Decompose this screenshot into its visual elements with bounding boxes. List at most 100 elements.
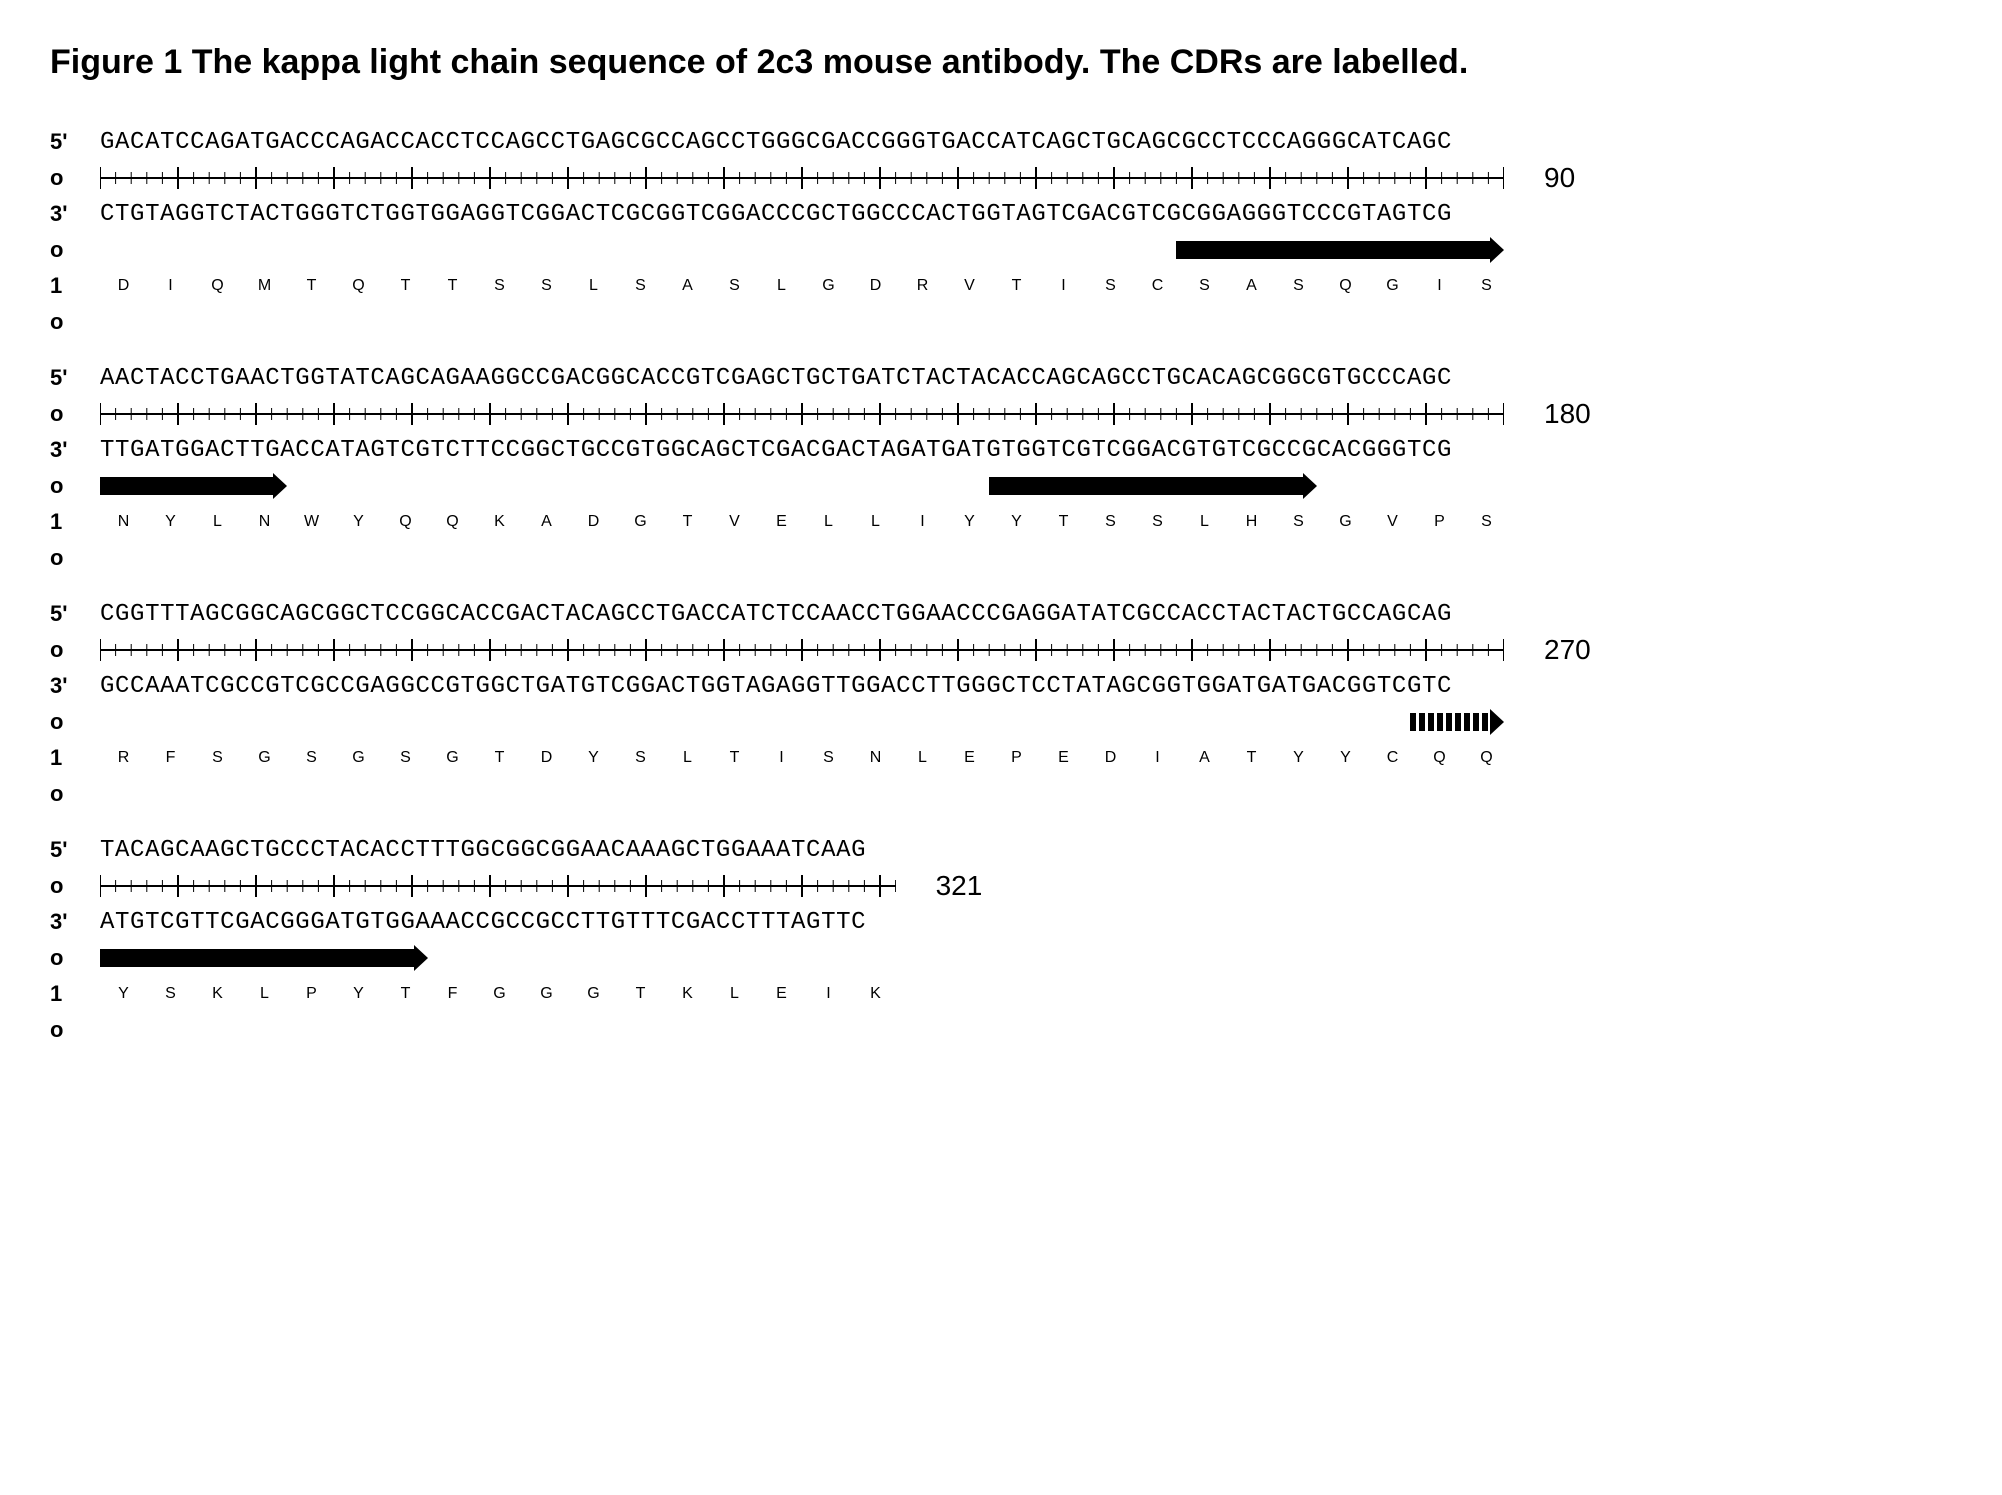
aa-residue: G (1322, 513, 1369, 531)
label-frame1: 1 (50, 509, 100, 535)
ruler-svg (100, 403, 1504, 425)
aa-residue: S (1087, 513, 1134, 531)
aa-residue: Q (1463, 749, 1510, 767)
sequence-block: 5'CGGTTTAGCGGCAGCGGCTCCGGCACCGACTACAGCCT… (50, 596, 1952, 812)
position-ruler (100, 875, 896, 897)
aa-residue: F (147, 749, 194, 767)
aa-residue: G (335, 749, 382, 767)
aa-residue: A (523, 513, 570, 531)
ruler-svg (100, 167, 1504, 189)
label-5prime: 5' (50, 601, 100, 627)
cdr-track (100, 235, 1504, 265)
label-o: o (50, 237, 100, 263)
aa-residue: D (100, 277, 147, 295)
aa-residue: T (993, 277, 1040, 295)
sequence-block: 5'AACTACCTGAACTGGTATCAGCAGAAGGCCGACGGCAC… (50, 360, 1952, 576)
position-ruler (100, 167, 1504, 189)
aa-residue: D (1087, 749, 1134, 767)
aa-residue: D (523, 749, 570, 767)
aa-residue: T (429, 277, 476, 295)
aa-residue: R (899, 277, 946, 295)
aa-residue: S (711, 277, 758, 295)
aa-residue: D (852, 277, 899, 295)
aa-residue: S (194, 749, 241, 767)
aa-residue: I (1040, 277, 1087, 295)
label-5prime: 5' (50, 129, 100, 155)
aa-residue: S (1134, 513, 1181, 531)
seq-3prime: TTGATGGACTTGACCATAGTCGTCTTCCGGCTGCCGTGGC… (100, 437, 1452, 464)
aa-residue: D (570, 513, 617, 531)
aa-residue: P (993, 749, 1040, 767)
seq-5prime: GACATCCAGATGACCCAGACCACCTCCAGCCTGAGCGCCA… (100, 129, 1452, 156)
aa-residue: S (1463, 277, 1510, 295)
aa-residue: C (1134, 277, 1181, 295)
aa-residue: S (805, 749, 852, 767)
aa-residue: Q (1416, 749, 1463, 767)
label-o: o (50, 401, 100, 427)
aa-sequence: YSKLPYTFGGGTKLEIK (100, 985, 899, 1003)
aa-residue: N (241, 513, 288, 531)
aa-residue: S (617, 749, 664, 767)
aa-residue: S (1181, 277, 1228, 295)
seq-5prime: AACTACCTGAACTGGTATCAGCAGAAGGCCGACGGCACCG… (100, 365, 1452, 392)
seq-3prime: GCCAAATCGCCGTCGCCGAGGCCGTGGCTGATGTCGGACT… (100, 673, 1452, 700)
label-3prime: 3' (50, 909, 100, 935)
aa-residue: S (476, 277, 523, 295)
aa-residue: Y (993, 513, 1040, 531)
aa-residue: H (1228, 513, 1275, 531)
aa-residue: K (194, 985, 241, 1003)
aa-residue: S (382, 749, 429, 767)
aa-residue: I (758, 749, 805, 767)
label-frame1: 1 (50, 981, 100, 1007)
sequence-block: 5'GACATCCAGATGACCCAGACCACCTCCAGCCTGAGCGC… (50, 124, 1952, 340)
aa-residue: G (476, 985, 523, 1003)
aa-residue: E (758, 513, 805, 531)
sequence-block: 5'TACAGCAAGCTGCCCTACACCTTTGGCGGCGGAACAAA… (50, 832, 1952, 1048)
aa-residue: S (1087, 277, 1134, 295)
aa-residue: Y (335, 985, 382, 1003)
aa-residue: T (288, 277, 335, 295)
aa-residue: N (100, 513, 147, 531)
cdr-track (100, 471, 1504, 501)
ruler-svg (100, 875, 896, 897)
end-position: 270 (1544, 634, 1591, 666)
aa-residue: G (429, 749, 476, 767)
aa-residue: A (664, 277, 711, 295)
label-3prime: 3' (50, 201, 100, 227)
aa-residue: S (288, 749, 335, 767)
aa-residue: P (288, 985, 335, 1003)
aa-residue: L (852, 513, 899, 531)
sequence-blocks: 5'GACATCCAGATGACCCAGACCACCTCCAGCCTGAGCGC… (50, 124, 1952, 1048)
cdr-track (100, 943, 896, 973)
label-o: o (50, 1017, 100, 1043)
aa-residue: Y (1322, 749, 1369, 767)
aa-residue: T (382, 985, 429, 1003)
label-o: o (50, 309, 100, 335)
seq-5prime: CGGTTTAGCGGCAGCGGCTCCGGCACCGACTACAGCCTGA… (100, 601, 1452, 628)
aa-residue: Y (147, 513, 194, 531)
aa-residue: P (1416, 513, 1463, 531)
aa-residue: Q (429, 513, 476, 531)
cdr-region-arrow (1176, 241, 1490, 259)
label-o: o (50, 781, 100, 807)
aa-residue: S (147, 985, 194, 1003)
label-o: o (50, 945, 100, 971)
end-position: 180 (1544, 398, 1591, 430)
aa-residue: C (1369, 749, 1416, 767)
figure-title: Figure 1 The kappa light chain sequence … (50, 40, 1952, 84)
position-ruler (100, 403, 1504, 425)
aa-residue: S (617, 277, 664, 295)
position-ruler (100, 639, 1504, 661)
aa-residue: L (194, 513, 241, 531)
aa-residue: V (946, 277, 993, 295)
label-5prime: 5' (50, 365, 100, 391)
label-o: o (50, 473, 100, 499)
label-5prime: 5' (50, 837, 100, 863)
seq-3prime: ATGTCGTTCGACGGGATGTGGAAACCGCCGCCTTGTTTCG… (100, 909, 866, 936)
ruler-svg (100, 639, 1504, 661)
aa-residue: K (476, 513, 523, 531)
cdr-region-arrow (100, 477, 273, 495)
label-o: o (50, 637, 100, 663)
aa-residue: Y (100, 985, 147, 1003)
aa-residue: N (852, 749, 899, 767)
